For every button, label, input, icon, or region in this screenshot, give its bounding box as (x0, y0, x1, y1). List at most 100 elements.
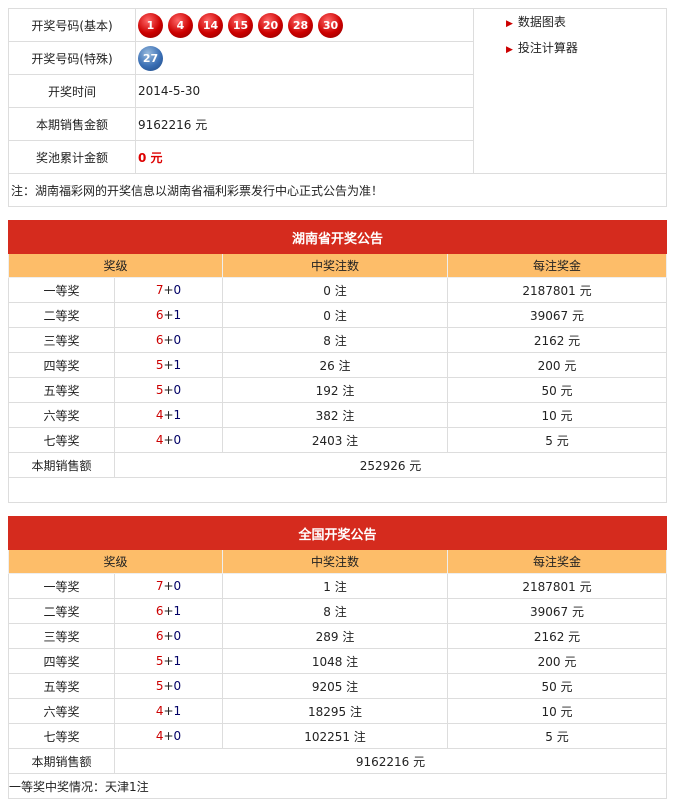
prize-level: 三等奖 (8, 623, 115, 649)
table-title: 湖南省开奖公告 (8, 220, 667, 254)
col-prize: 每注奖金 (447, 549, 667, 574)
red-count: 6 (155, 604, 164, 618)
table-row: 五等奖 5+0 192 注 50 元 (8, 377, 667, 403)
col-prize: 每注奖金 (447, 253, 667, 278)
red-count: 6 (155, 308, 164, 322)
basic-ball: 20 (258, 12, 283, 38)
prize-amount: 5 元 (447, 427, 667, 453)
match-rule: 6+0 (114, 327, 223, 353)
winner-count: 1048 注 (222, 648, 448, 674)
table-title: 全国开奖公告 (8, 516, 667, 550)
winner-count: 26 注 (222, 352, 448, 378)
blue-count: 1 (173, 704, 182, 718)
winner-count: 289 注 (222, 623, 448, 649)
prize-level: 六等奖 (8, 698, 115, 724)
label-basic: 开奖号码(基本) (8, 8, 136, 42)
prize-amount: 2187801 元 (447, 277, 667, 303)
link-label: 投注计算器 (517, 41, 578, 55)
match-rule: 4+0 (114, 427, 223, 453)
prize-amount: 10 元 (447, 402, 667, 428)
side-links: ▶ 数据图表 ▶ 投注计算器 (473, 8, 667, 174)
prize-amount: 50 元 (447, 377, 667, 403)
prize-level: 三等奖 (8, 327, 115, 353)
red-count: 5 (155, 679, 164, 693)
table-row: 二等奖 6+1 0 注 39067 元 (8, 302, 667, 328)
red-count: 7 (155, 283, 164, 297)
blue-count: 0 (173, 729, 182, 743)
basic-ball: 4 (168, 12, 193, 38)
draw-date: 2014-5-30 (135, 74, 474, 108)
triangle-icon: ▶ (506, 19, 513, 29)
pool-amount: 0 元 (135, 140, 474, 174)
winner-count: 8 注 (222, 327, 448, 353)
prize-level: 四等奖 (8, 352, 115, 378)
bet-calculator-link[interactable]: ▶ 投注计算器 (506, 39, 666, 65)
winner-count: 8 注 (222, 598, 448, 624)
winner-count: 102251 注 (222, 723, 448, 749)
prize-amount: 39067 元 (447, 302, 667, 328)
sales-value: 9162216 元 (114, 748, 667, 774)
winner-count: 0 注 (222, 277, 448, 303)
match-rule: 6+0 (114, 623, 223, 649)
match-rule: 5+0 (114, 673, 223, 699)
prize-amount: 2187801 元 (447, 573, 667, 599)
data-chart-link[interactable]: ▶ 数据图表 (506, 13, 666, 39)
blue-count: 1 (173, 604, 182, 618)
blue-count: 0 (173, 629, 182, 643)
label-special: 开奖号码(特殊) (8, 41, 136, 75)
province-results-table: 湖南省开奖公告 奖级 中奖注数 每注奖金 一等奖 7+0 0 注 2187801 元二等… (8, 220, 667, 503)
header-row: 奖级 中奖注数 每注奖金 (8, 253, 667, 278)
match-rule: 4+1 (114, 698, 223, 724)
prize-level: 二等奖 (8, 302, 115, 328)
blue-count: 0 (173, 433, 182, 447)
prize-amount: 5 元 (447, 723, 667, 749)
match-rule: 4+1 (114, 402, 223, 428)
label-pool: 奖池累计金额 (8, 140, 136, 174)
blue-count: 1 (173, 308, 182, 322)
table-row: 四等奖 5+1 26 注 200 元 (8, 352, 667, 378)
table-row: 一等奖 7+0 0 注 2187801 元 (8, 277, 667, 303)
national-results-table: 全国开奖公告 奖级 中奖注数 每注奖金 一等奖 7+0 1 注 2187801 元二等奖… (8, 516, 667, 799)
prize-level: 五等奖 (8, 673, 115, 699)
prize-amount: 2162 元 (447, 327, 667, 353)
red-count: 7 (155, 579, 164, 593)
col-level: 奖级 (8, 253, 223, 278)
table-row: 二等奖 6+1 8 注 39067 元 (8, 598, 667, 624)
sales-amount: 9162216 元 (135, 107, 474, 141)
prize-amount: 50 元 (447, 673, 667, 699)
prize-level: 四等奖 (8, 648, 115, 674)
winner-count: 382 注 (222, 402, 448, 428)
table-row: 三等奖 6+0 289 注 2162 元 (8, 623, 667, 649)
winner-count: 192 注 (222, 377, 448, 403)
prize-amount: 200 元 (447, 352, 667, 378)
prize-amount: 200 元 (447, 648, 667, 674)
match-rule: 5+0 (114, 377, 223, 403)
prize-level: 二等奖 (8, 598, 115, 624)
basic-ball: 15 (228, 12, 253, 38)
red-count: 6 (155, 629, 164, 643)
blue-count: 0 (173, 333, 182, 347)
prize-level: 一等奖 (8, 573, 115, 599)
sales-row: 本期销售额 9162216 元 (8, 748, 667, 774)
prize-amount: 39067 元 (447, 598, 667, 624)
blue-count: 1 (173, 408, 182, 422)
match-rule: 5+1 (114, 352, 223, 378)
footer-note (8, 477, 667, 503)
blue-count: 0 (173, 383, 182, 397)
red-count: 4 (155, 704, 164, 718)
header-row: 奖级 中奖注数 每注奖金 (8, 549, 667, 574)
basic-numbers: 1 4 14 15 20 28 30 (135, 8, 474, 42)
link-label: 数据图表 (517, 15, 566, 29)
match-rule: 4+0 (114, 723, 223, 749)
disclaimer-note: 注：湖南福彩网的开奖信息以湖南省福利彩票发行中心正式公告为准！ (8, 173, 667, 207)
match-rule: 7+0 (114, 573, 223, 599)
sales-value: 252926 元 (114, 452, 667, 478)
prize-level: 七等奖 (8, 723, 115, 749)
winner-count: 9205 注 (222, 673, 448, 699)
red-count: 4 (155, 729, 164, 743)
blue-count: 1 (173, 358, 182, 372)
basic-ball: 30 (318, 12, 343, 38)
table-row: 三等奖 6+0 8 注 2162 元 (8, 327, 667, 353)
